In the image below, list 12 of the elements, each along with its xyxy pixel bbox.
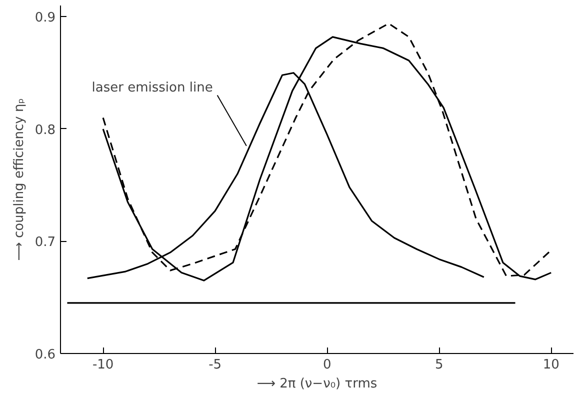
x-tick-label: -5 xyxy=(208,358,222,372)
x-tick-label: -10 xyxy=(92,358,114,372)
annotation: laser emission line xyxy=(92,80,213,96)
y-tick-label: 0.6 xyxy=(34,348,56,362)
x-tick-label: 10 xyxy=(542,358,560,372)
y-tick-label: 0.8 xyxy=(34,122,56,138)
x-tick-label: 0 xyxy=(322,358,332,372)
y-axis-title: ⟶ coupling efficiency ηₚ xyxy=(12,98,27,261)
x-axis-title: ⟶ 2π (ν−ν₀) τrms xyxy=(256,376,378,392)
y-tick-label: 0.7 xyxy=(34,235,56,250)
x-tick-label: 5 xyxy=(434,358,444,372)
y-tick-label: 0.9 xyxy=(34,10,56,26)
